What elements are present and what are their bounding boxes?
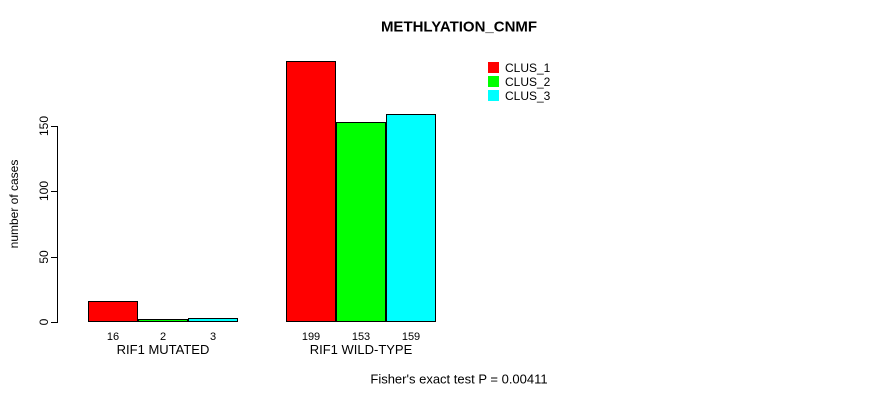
legend: CLUS_1 CLUS_2 CLUS_3 — [488, 61, 550, 103]
legend-swatch-clus_1 — [488, 62, 499, 73]
fisher-test-annotation: Fisher's exact test P = 0.00411 — [370, 371, 548, 387]
y-tick-mark — [51, 126, 57, 127]
y-tick-label: 150 — [37, 115, 51, 137]
legend-item: CLUS_3 — [488, 88, 551, 103]
y-tick-label: 100 — [37, 180, 51, 202]
bar-clus_2-1 — [138, 319, 188, 322]
bar-value-label: 199 — [301, 331, 321, 343]
bar-clus_3-2 — [386, 114, 436, 322]
bar-value-label: 16 — [106, 331, 120, 343]
bar-clus_3-1 — [188, 318, 238, 322]
y-tick-label: 50 — [37, 250, 51, 264]
legend-label: CLUS_1 — [505, 60, 551, 75]
legend-item: CLUS_2 — [488, 74, 551, 89]
legend-swatch-clus_2 — [488, 76, 499, 87]
bar-clus_1-1 — [88, 301, 138, 322]
bar-clus_1-2 — [286, 61, 336, 322]
legend-swatch-clus_3 — [488, 90, 499, 101]
bar-value-label: 2 — [159, 331, 167, 343]
legend-label: CLUS_2 — [505, 74, 551, 89]
y-tick-mark — [51, 322, 57, 323]
chart-title: METHLYATION_CNMF — [380, 18, 538, 36]
legend-item: CLUS_1 — [488, 60, 551, 75]
bar-value-label: 159 — [401, 331, 421, 343]
bar-value-label: 153 — [351, 331, 371, 343]
y-tick-label: 0 — [37, 318, 51, 326]
x-category-label: RIF1 WILD-TYPE — [309, 342, 413, 357]
legend-label: CLUS_3 — [505, 88, 551, 103]
y-tick-mark — [51, 191, 57, 192]
y-tick-mark — [51, 257, 57, 258]
y-axis-title: number of cases — [7, 159, 21, 249]
y-axis-line — [57, 126, 58, 323]
x-category-label: RIF1 MUTATED — [116, 342, 210, 357]
bar-clus_2-2 — [336, 122, 386, 322]
bar-value-label: 3 — [209, 331, 217, 343]
